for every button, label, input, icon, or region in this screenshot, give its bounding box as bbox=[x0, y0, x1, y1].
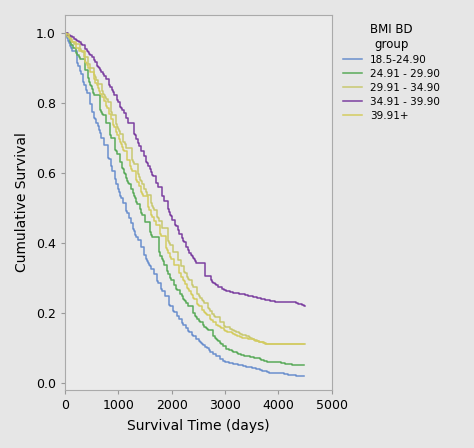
X-axis label: Survival Time (days): Survival Time (days) bbox=[127, 419, 270, 433]
18.5-24.90 bbox=[179, 320, 184, 325]
29.91 - 34.90 bbox=[262, 341, 268, 346]
39.91+ bbox=[258, 340, 264, 345]
24.91 - 29.90 bbox=[128, 187, 134, 192]
34.91 - 39.90 bbox=[96, 65, 101, 70]
18.5-24.90 bbox=[176, 317, 182, 322]
Line: 29.91 - 34.90: 29.91 - 34.90 bbox=[65, 33, 305, 345]
39.91+ bbox=[301, 342, 307, 347]
18.5-24.90 bbox=[62, 30, 68, 35]
18.5-24.90 bbox=[128, 220, 134, 225]
34.91 - 39.90 bbox=[175, 227, 181, 233]
24.91 - 29.90 bbox=[292, 363, 298, 368]
18.5-24.90 bbox=[301, 373, 307, 379]
Legend: 18.5-24.90, 24.91 - 29.90, 29.91 - 34.90, 34.91 - 39.90, 39.91+: 18.5-24.90, 24.91 - 29.90, 29.91 - 34.90… bbox=[340, 20, 443, 124]
Line: 24.91 - 29.90: 24.91 - 29.90 bbox=[65, 33, 304, 366]
18.5-24.90 bbox=[96, 128, 102, 133]
24.91 - 29.90 bbox=[85, 76, 91, 81]
34.91 - 39.90 bbox=[262, 297, 267, 302]
24.91 - 29.90 bbox=[62, 30, 68, 35]
18.5-24.90 bbox=[293, 373, 299, 379]
29.91 - 34.90 bbox=[178, 263, 183, 268]
39.91+ bbox=[265, 342, 271, 347]
39.91+ bbox=[128, 167, 134, 172]
Line: 34.91 - 39.90: 34.91 - 39.90 bbox=[65, 33, 305, 306]
39.91+ bbox=[179, 275, 184, 280]
29.91 - 34.90 bbox=[302, 342, 308, 347]
29.91 - 34.90 bbox=[79, 49, 85, 55]
24.91 - 29.90 bbox=[98, 107, 103, 112]
24.91 - 29.90 bbox=[261, 358, 266, 363]
29.91 - 34.90 bbox=[130, 159, 136, 165]
Line: 18.5-24.90: 18.5-24.90 bbox=[65, 33, 304, 376]
34.91 - 39.90 bbox=[176, 230, 182, 236]
29.91 - 34.90 bbox=[62, 30, 68, 35]
34.91 - 39.90 bbox=[302, 303, 308, 309]
24.91 - 29.90 bbox=[180, 296, 186, 301]
39.91+ bbox=[82, 59, 88, 65]
29.91 - 34.90 bbox=[181, 268, 187, 274]
18.5-24.90 bbox=[81, 79, 86, 85]
29.91 - 34.90 bbox=[265, 342, 271, 347]
34.91 - 39.90 bbox=[82, 46, 88, 52]
24.91 - 29.90 bbox=[180, 296, 186, 302]
Y-axis label: Cumulative Survival: Cumulative Survival bbox=[15, 133, 29, 272]
39.91+ bbox=[98, 91, 103, 96]
39.91+ bbox=[180, 277, 186, 283]
39.91+ bbox=[62, 30, 68, 35]
29.91 - 34.90 bbox=[100, 91, 106, 97]
34.91 - 39.90 bbox=[62, 30, 68, 35]
24.91 - 29.90 bbox=[301, 363, 307, 368]
Line: 39.91+: 39.91+ bbox=[65, 33, 304, 345]
18.5-24.90 bbox=[257, 367, 263, 373]
34.91 - 39.90 bbox=[301, 303, 307, 308]
